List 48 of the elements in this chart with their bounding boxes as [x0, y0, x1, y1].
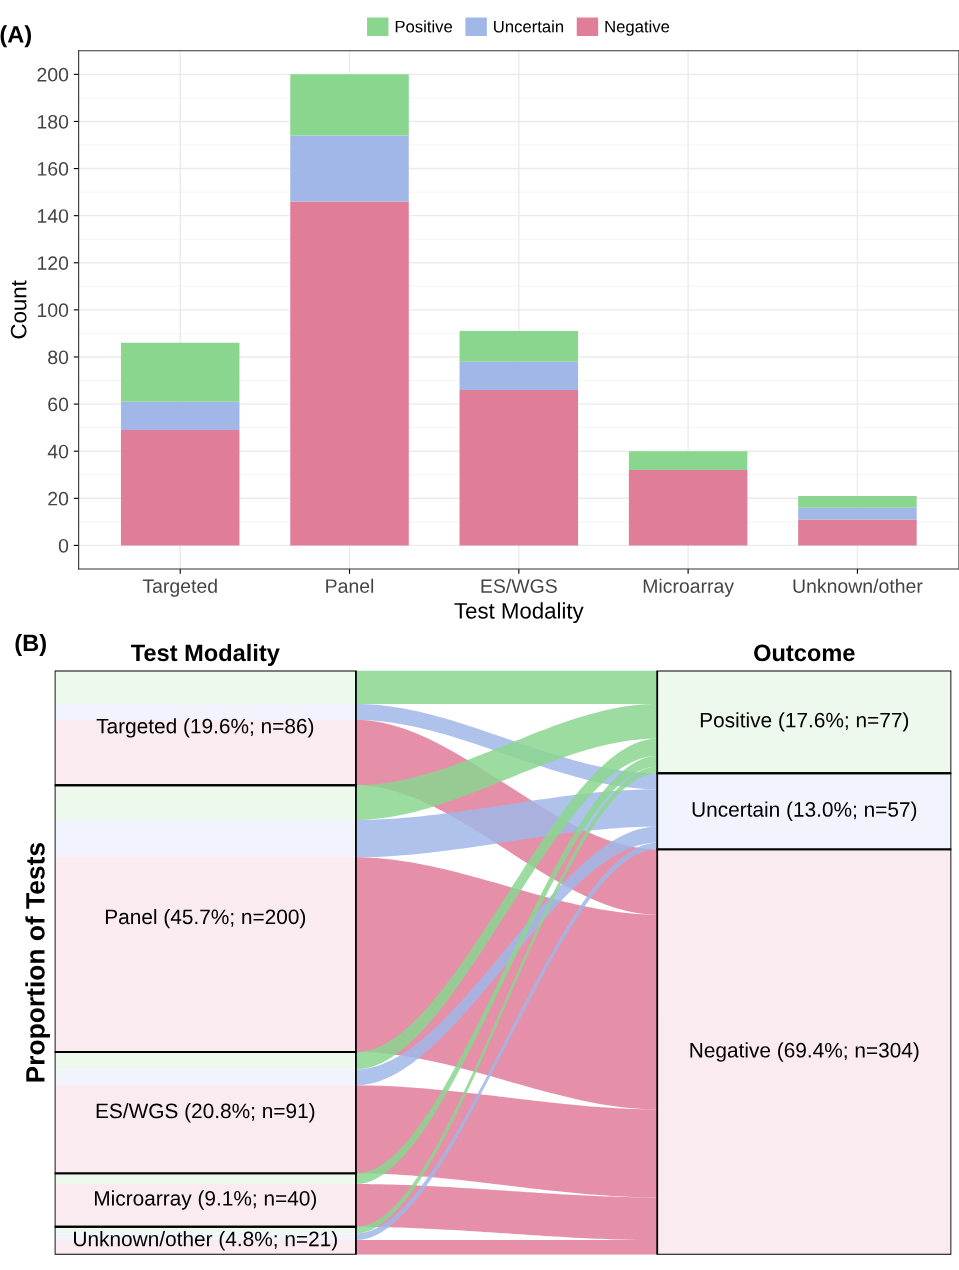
y-tick-label: 40 — [47, 444, 69, 459]
category-label: Unknown/other (4.8%; n=21) — [74, 1231, 337, 1251]
y-tick-label: 160 — [37, 162, 69, 176]
x-tick-label: ES/WGS — [481, 578, 557, 593]
y-tick-label: 140 — [37, 209, 69, 223]
y-tick-label: 60 — [48, 397, 69, 412]
bar — [459, 361, 579, 390]
y-tick-label: 80 — [48, 350, 69, 365]
category-label: Panel (45.7%; n=200) — [105, 908, 306, 929]
text: (B) — [15, 633, 46, 656]
bar — [459, 331, 579, 362]
x-tick-label: Targeted — [142, 578, 217, 597]
bar — [628, 451, 748, 471]
bar — [798, 507, 917, 520]
y-tick-label: 120 — [37, 256, 69, 271]
text: Outcome — [754, 644, 855, 662]
y-tick-label: 180 — [37, 114, 69, 129]
x-tick-label: Microarray — [643, 578, 734, 597]
text: Proportion of Tests — [25, 843, 50, 1082]
bar — [798, 495, 917, 508]
y-tick-label: 20 — [48, 491, 69, 506]
text: Negative (69.4%; n=304) — [690, 1042, 919, 1062]
x-tick-label: Panel — [326, 578, 374, 593]
text: Positive (17.6%; n=77) — [700, 712, 909, 732]
bar — [290, 74, 409, 136]
bar — [459, 389, 579, 546]
bar — [628, 470, 748, 546]
category-label: ES/WGS (20.8%; n=91) — [96, 1103, 315, 1123]
text: Uncertain (13.0%; n=57) — [692, 801, 917, 821]
category-label: Microarray (9.1%; n=40) — [95, 1190, 317, 1210]
bar — [120, 430, 240, 546]
bar — [290, 201, 409, 546]
y-axis-title: Count — [10, 280, 27, 339]
bar — [120, 401, 240, 430]
x-axis-title: Test Modality — [454, 602, 584, 624]
bar — [120, 342, 240, 402]
legend-label: Uncertain — [494, 20, 564, 33]
text: Test Modality — [131, 643, 280, 666]
legend-label: Positive — [395, 20, 453, 33]
y-tick-label: 100 — [37, 303, 69, 318]
x-tick-label: Unknown/other — [793, 578, 923, 593]
legend-label: Negative — [605, 20, 670, 36]
bar — [290, 135, 409, 202]
chart-title: (A) — [0, 25, 32, 48]
y-tick-label: 200 — [37, 67, 69, 82]
y-tick-label: 0 — [58, 538, 69, 553]
category-label: Targeted (19.6%; n=86) — [96, 718, 314, 738]
bar — [798, 519, 917, 546]
